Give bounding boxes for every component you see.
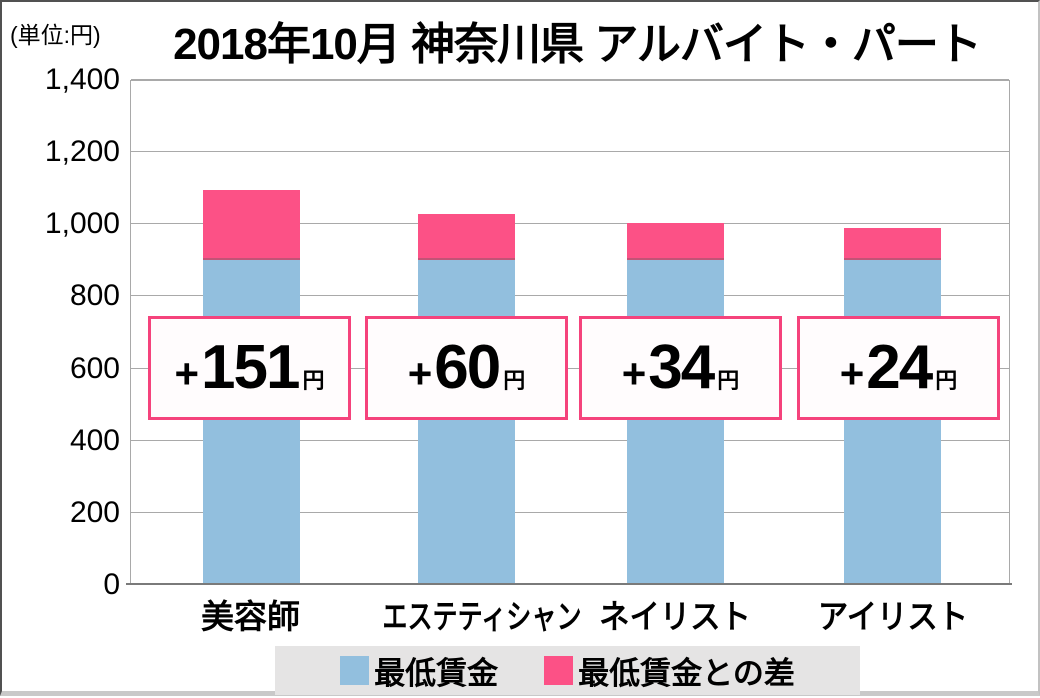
diff-label-2: +60 円 xyxy=(408,337,526,399)
diff-label-box-3: +34 円 xyxy=(579,316,782,420)
legend-label-2: 最低賃金との差 xyxy=(578,656,795,691)
bar-minimum-wage-3 xyxy=(627,260,724,585)
plot-area: +151 円 +60 円 +34 円 +24 円 xyxy=(130,79,1010,585)
unit-label: (単位:円) xyxy=(10,22,101,48)
legend-item-1: 最低賃金 xyxy=(340,648,498,693)
diff-label-box-1: +151 円 xyxy=(148,316,351,420)
diff-unit-4: 円 xyxy=(935,368,958,393)
diff-unit-1: 円 xyxy=(302,368,325,393)
diff-label-4: +24 円 xyxy=(840,337,958,399)
y-tick-label-1400: 1,400 xyxy=(44,63,120,96)
bar-minimum-wage-2 xyxy=(418,260,515,585)
diff-value-4: 24 xyxy=(866,333,933,402)
x-axis-label-4: アイリスト xyxy=(817,598,968,635)
x-axis-labels: 美容師 エステティシャン ネイリスト アイリスト xyxy=(130,590,1010,635)
x-axis-label-2: エステティシャン xyxy=(381,598,582,635)
bar-wage-difference-4 xyxy=(844,227,941,261)
y-tick-label-600: 600 xyxy=(69,351,120,385)
diff-label-box-4: +24 円 xyxy=(797,316,1000,420)
y-tick-label-1000: 1,000 xyxy=(44,207,120,241)
bar-wage-difference-3 xyxy=(627,222,724,261)
gridline-400 xyxy=(131,439,1009,441)
diff-plus-sign-2: + xyxy=(407,350,433,397)
y-tick-label-200: 200 xyxy=(69,495,120,529)
diff-label-box-2: +60 円 xyxy=(365,316,568,420)
gridline-1400 xyxy=(131,79,1009,80)
x-axis-line xyxy=(126,583,1012,585)
gridline-1000 xyxy=(131,223,1009,225)
diff-unit-3: 円 xyxy=(717,368,740,393)
bar-minimum-wage-1 xyxy=(203,260,300,585)
x-axis-label-3: ネイリスト xyxy=(598,598,751,635)
chart-title: 2018年10月 神奈川県 アルバイト・パート xyxy=(173,20,982,69)
y-tick-label-400: 400 xyxy=(69,423,120,457)
diff-label-3: +34 円 xyxy=(622,337,740,399)
legend-label-1: 最低賃金 xyxy=(374,656,499,691)
legend-swatch-icon-1 xyxy=(340,656,370,685)
diff-label-1: +151 円 xyxy=(175,337,325,399)
y-tick-label-800: 800 xyxy=(69,279,120,313)
gridline-200 xyxy=(131,511,1009,513)
gridline-600 xyxy=(131,367,1009,369)
y-tick-label-1200: 1,200 xyxy=(44,135,120,169)
legend-item-2: 最低賃金との差 xyxy=(544,648,795,693)
legend-swatch-icon-2 xyxy=(544,656,574,685)
bar-wage-difference-1 xyxy=(203,190,300,261)
y-tick-label-0: 0 xyxy=(103,568,120,601)
diff-unit-2: 円 xyxy=(503,368,526,393)
diff-plus-sign-4: + xyxy=(839,350,865,397)
diff-plus-sign-1: + xyxy=(174,350,200,397)
x-axis-label-1: 美容師 xyxy=(201,598,300,635)
bar-minimum-wage-4 xyxy=(844,260,941,585)
bar-wage-difference-2 xyxy=(418,213,515,261)
gridline-800 xyxy=(131,295,1009,297)
gridline-1200 xyxy=(131,151,1009,153)
legend: 最低賃金 最低賃金との差 xyxy=(275,646,860,695)
diff-value-2: 60 xyxy=(434,333,501,402)
diff-value-1: 151 xyxy=(201,333,300,402)
diff-plus-sign-3: + xyxy=(621,350,647,397)
y-axis: 0 200 400 600 800 1,000 1,200 1,400 xyxy=(2,2,120,698)
diff-value-3: 34 xyxy=(648,333,715,402)
